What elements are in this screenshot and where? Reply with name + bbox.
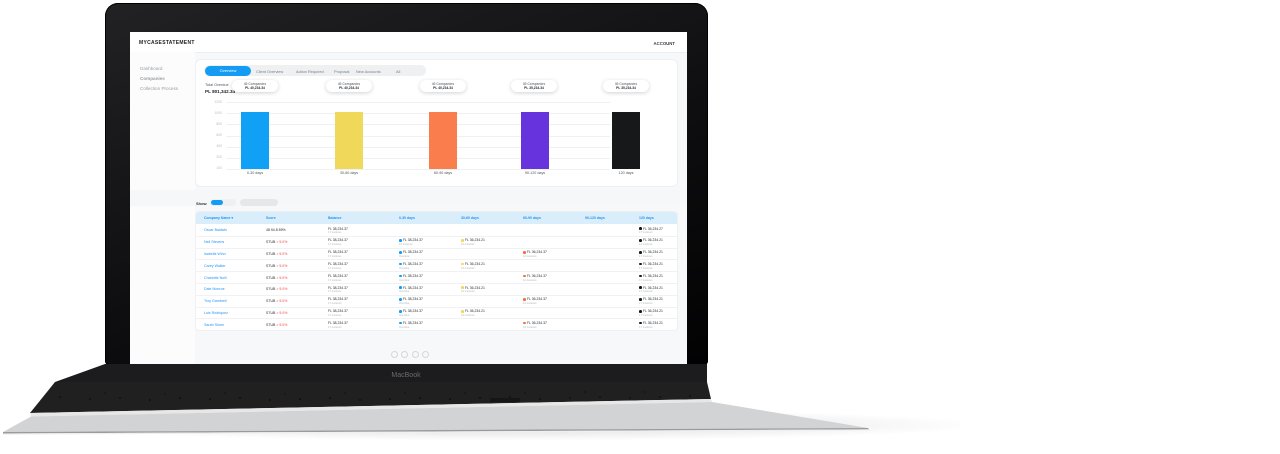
svg-text:MacBook: MacBook bbox=[391, 372, 421, 379]
